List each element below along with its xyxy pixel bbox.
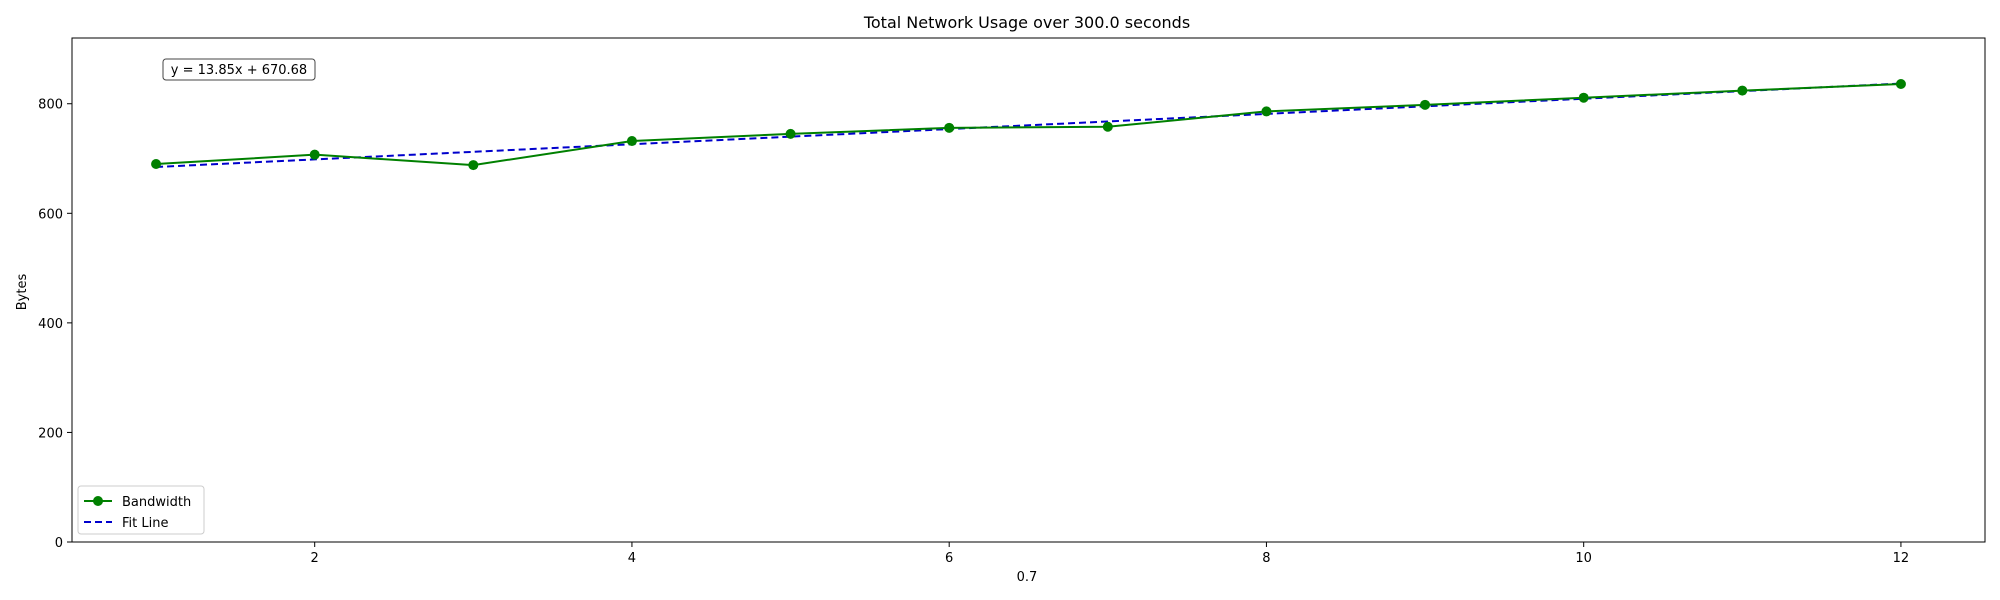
- x-tick-label-12: 12: [1893, 551, 1910, 566]
- bandwidth-point-7: [1102, 121, 1113, 132]
- bandwidth-point-12: [1895, 79, 1906, 90]
- annotation-box: [162, 58, 316, 81]
- x-tick-label-6: 6: [945, 551, 953, 566]
- x-tick-label-2: 2: [311, 551, 319, 566]
- y-tick-label-200: 200: [38, 426, 63, 441]
- y-tick-label-0: 0: [55, 536, 63, 551]
- bandwidth-point-4: [626, 135, 637, 146]
- bandwidth-point-11: [1737, 85, 1748, 96]
- x-tick-label-8: 8: [1262, 551, 1270, 566]
- legend-marker-bandwidth: [93, 496, 103, 506]
- x-tick-label-10: 10: [1575, 551, 1592, 566]
- series-layer: [151, 79, 1906, 171]
- y-tick-label-400: 400: [38, 317, 63, 332]
- axes: 2 4 6 8 10 12 0 200 400 600 800: [38, 37, 1986, 566]
- fit-equation-annotation: y = 13.85x + 670.68: [162, 58, 316, 81]
- chart-title: Total Network Usage over 300.0 seconds: [863, 13, 1190, 32]
- x-tick-label-4: 4: [628, 551, 636, 566]
- bandwidth-point-2: [309, 149, 320, 160]
- x-axis-label: 0.7: [1017, 570, 1038, 585]
- y-axis-label: Bytes: [15, 274, 30, 311]
- bandwidth-line: [156, 83, 1901, 167]
- bandwidth-point-10: [1578, 92, 1589, 103]
- legend: Bandwidth Fit Line: [77, 485, 205, 535]
- legend-label-bandwidth: Bandwidth: [122, 495, 191, 510]
- y-tick-label-800: 800: [38, 98, 63, 113]
- bandwidth-point-1: [151, 159, 162, 169]
- bandwidth-point-8: [1261, 106, 1272, 117]
- bandwidth-point-9: [1420, 99, 1431, 110]
- plot-frame: [71, 37, 1986, 543]
- legend-label-fit-line: Fit Line: [122, 516, 168, 531]
- annotation-text: y = 13.85x + 670.68: [171, 63, 307, 78]
- bandwidth-point-3: [468, 160, 479, 171]
- y-tick-label-600: 600: [38, 207, 63, 222]
- bandwidth-point-6: [944, 122, 955, 133]
- bandwidth-point-5: [785, 128, 796, 139]
